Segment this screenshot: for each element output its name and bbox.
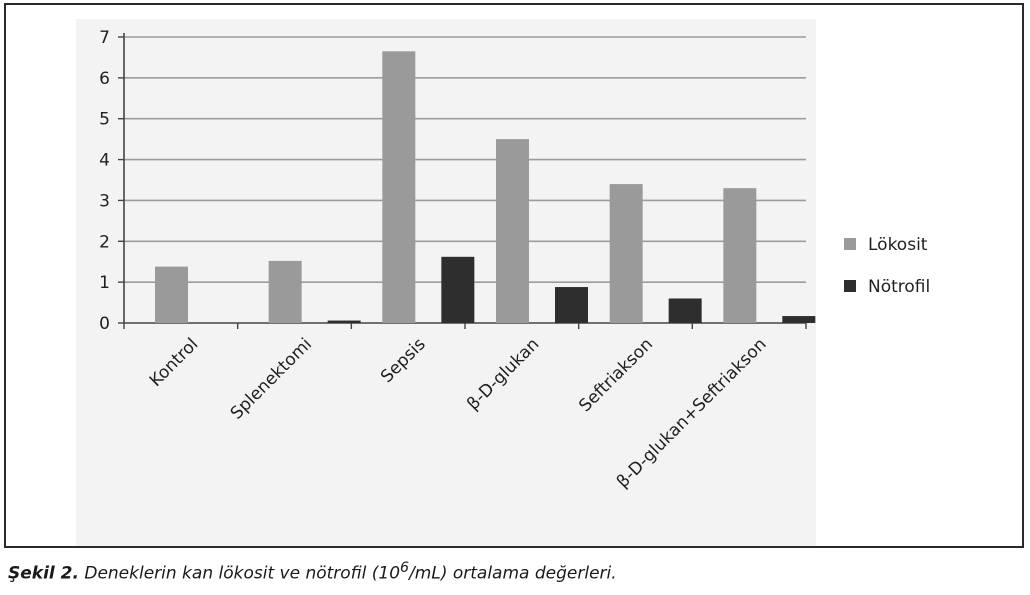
bar-notrofil [441,256,475,323]
bar-lokosit [723,188,757,323]
figure-frame: 0 1 2 3 4 5 6 7 Kontrol Splenektomi Sepsis β-D-gluk… [4,3,1024,548]
x-category-label: β-D-glukan [463,334,543,414]
bar-notrofil [555,287,588,323]
x-category-label: Sepsis [377,334,430,387]
bar-lokosit [496,139,529,323]
bar-lokosit [382,51,416,324]
y-tick-label: 6 [99,69,110,89]
bar-chart: 0 1 2 3 4 5 6 7 Kontrol Splenektomi Sepsis β-D-gluk… [99,28,930,492]
bar-lokosit [609,184,643,323]
bar-notrofil [782,316,816,323]
caption-lead: Şekil 2. [8,563,79,584]
y-tick-label: 4 [99,151,110,171]
bar-notrofil [668,298,702,323]
legend-label: Nötrofil [868,277,930,297]
x-category-label: Kontrol [146,334,202,390]
y-tick-label: 3 [99,191,110,211]
legend-label: Lökosit [868,235,928,255]
y-tick-label: 5 [99,110,110,130]
y-tick-label: 2 [99,232,110,252]
y-tick-label: 0 [99,314,110,334]
legend-swatch [844,238,856,250]
figure-caption: Şekil 2. Deneklerin kan lökosit ve nötro… [8,560,617,584]
bar-lokosit [155,266,188,323]
bar-notrofil [327,320,361,323]
y-tick-label: 7 [99,28,110,48]
legend-swatch [844,280,856,292]
y-tick-label: 1 [99,273,110,293]
x-category-label: Seftriakson [575,334,657,416]
caption-text-end: /mL) ortalama değerleri. [409,563,617,584]
x-category-label: Splenektomi [227,334,316,423]
caption-superscript: 6 [400,560,410,576]
bar-lokosit [268,260,302,323]
caption-text: Deneklerin kan lökosit ve nötrofil (10 [78,563,401,584]
